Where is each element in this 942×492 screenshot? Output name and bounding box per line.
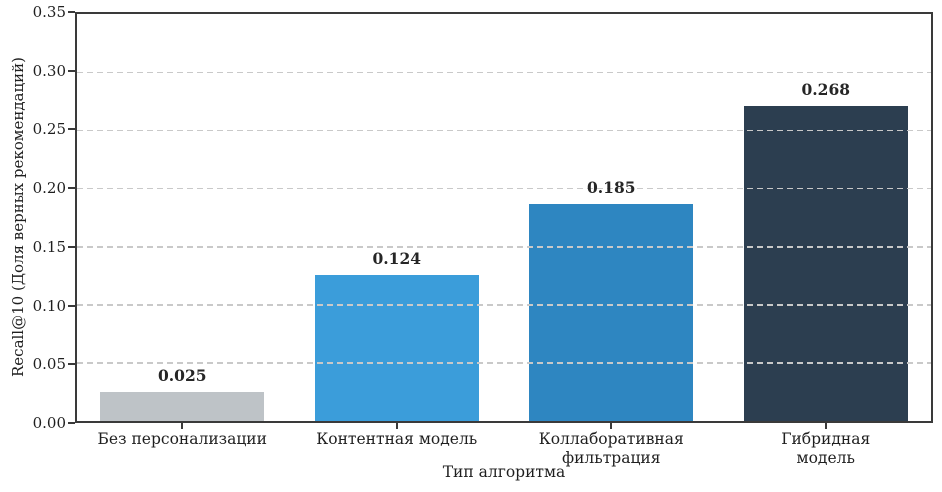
bar-value-label: 0.025 (157, 365, 207, 385)
y-tick-label: 0.10 (32, 296, 66, 315)
x-tick-label: Коллаборативная фильтрация (538, 430, 684, 467)
bar-value-label: 0.268 (801, 80, 851, 100)
y-tick-label: 0.20 (32, 179, 66, 198)
x-tick-label: Гибридная модель (781, 430, 871, 467)
y-axis-label: Recall@10 (Доля верных рекомендаций) (9, 57, 27, 377)
x-tick-label: Без персонализации (97, 430, 267, 448)
y-tick-mark (68, 11, 75, 13)
y-tick-mark (68, 422, 75, 424)
bar-3 (743, 106, 908, 421)
x-tick-mark (181, 423, 184, 429)
y-tick-label: 0.35 (32, 3, 66, 21)
y-tick-label: 0.05 (32, 355, 66, 374)
y-tick-label: 0.15 (32, 237, 66, 256)
y-tick-mark (68, 363, 75, 366)
x-tick-mark (610, 423, 613, 429)
x-tick-mark (824, 423, 827, 429)
x-tick-mark (395, 423, 398, 429)
gridline (77, 71, 931, 74)
bar-0 (100, 391, 265, 421)
bar-1 (314, 275, 479, 421)
y-tick-mark (68, 69, 75, 72)
x-tick-label: Контентная модель (316, 430, 478, 448)
y-tick-label: 0.30 (32, 61, 66, 80)
bar-value-label: 0.124 (372, 249, 422, 269)
plot-area: 0.025 0.124 0.185 0.268 (75, 12, 933, 423)
y-tick-mark (68, 187, 75, 190)
y-tick-label: 0.25 (32, 120, 66, 139)
bar-value-label: 0.185 (586, 177, 636, 197)
y-tick-mark (68, 245, 75, 248)
bar-2 (529, 203, 694, 421)
y-tick-mark (68, 128, 75, 131)
y-tick-mark (68, 304, 75, 307)
y-tick-label: 0.00 (32, 414, 66, 432)
x-axis-label: Тип алгоритма (442, 463, 566, 481)
